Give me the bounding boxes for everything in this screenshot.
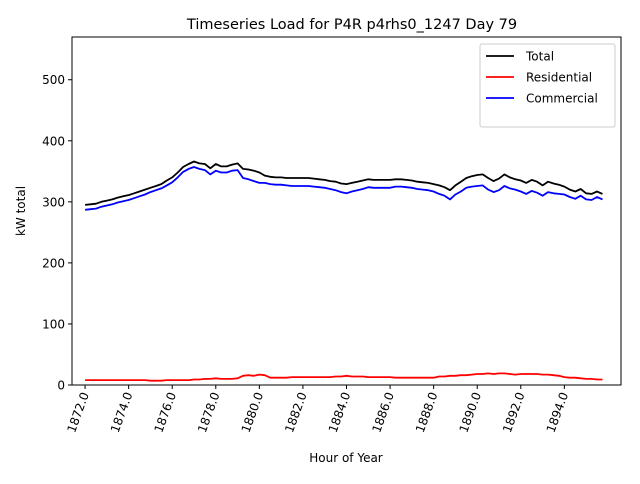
legend: Total Residential Commercial [479,43,616,128]
series-line-residential [85,372,603,382]
legend-label: Total [525,50,554,64]
legend-box [479,43,616,128]
legend-label: Residential [526,71,592,85]
y-tick-label: 300 [42,195,65,209]
chart-title: Timeseries Load for P4R p4rhs0_1247 Day … [186,17,517,33]
x-axis-label: Hour of Year [309,451,383,465]
y-tick-label: 200 [42,256,65,270]
y-axis-label: kW total [14,186,28,236]
y-tick-label: 100 [42,317,65,331]
series-line-total [85,160,603,206]
series-group [85,160,603,382]
y-tick-label: 400 [42,134,65,148]
legend-label: Commercial [526,92,598,106]
series-line-commercial [85,166,603,211]
y-tick-label: 0 [57,379,65,393]
y-tick-label: 500 [42,73,65,87]
